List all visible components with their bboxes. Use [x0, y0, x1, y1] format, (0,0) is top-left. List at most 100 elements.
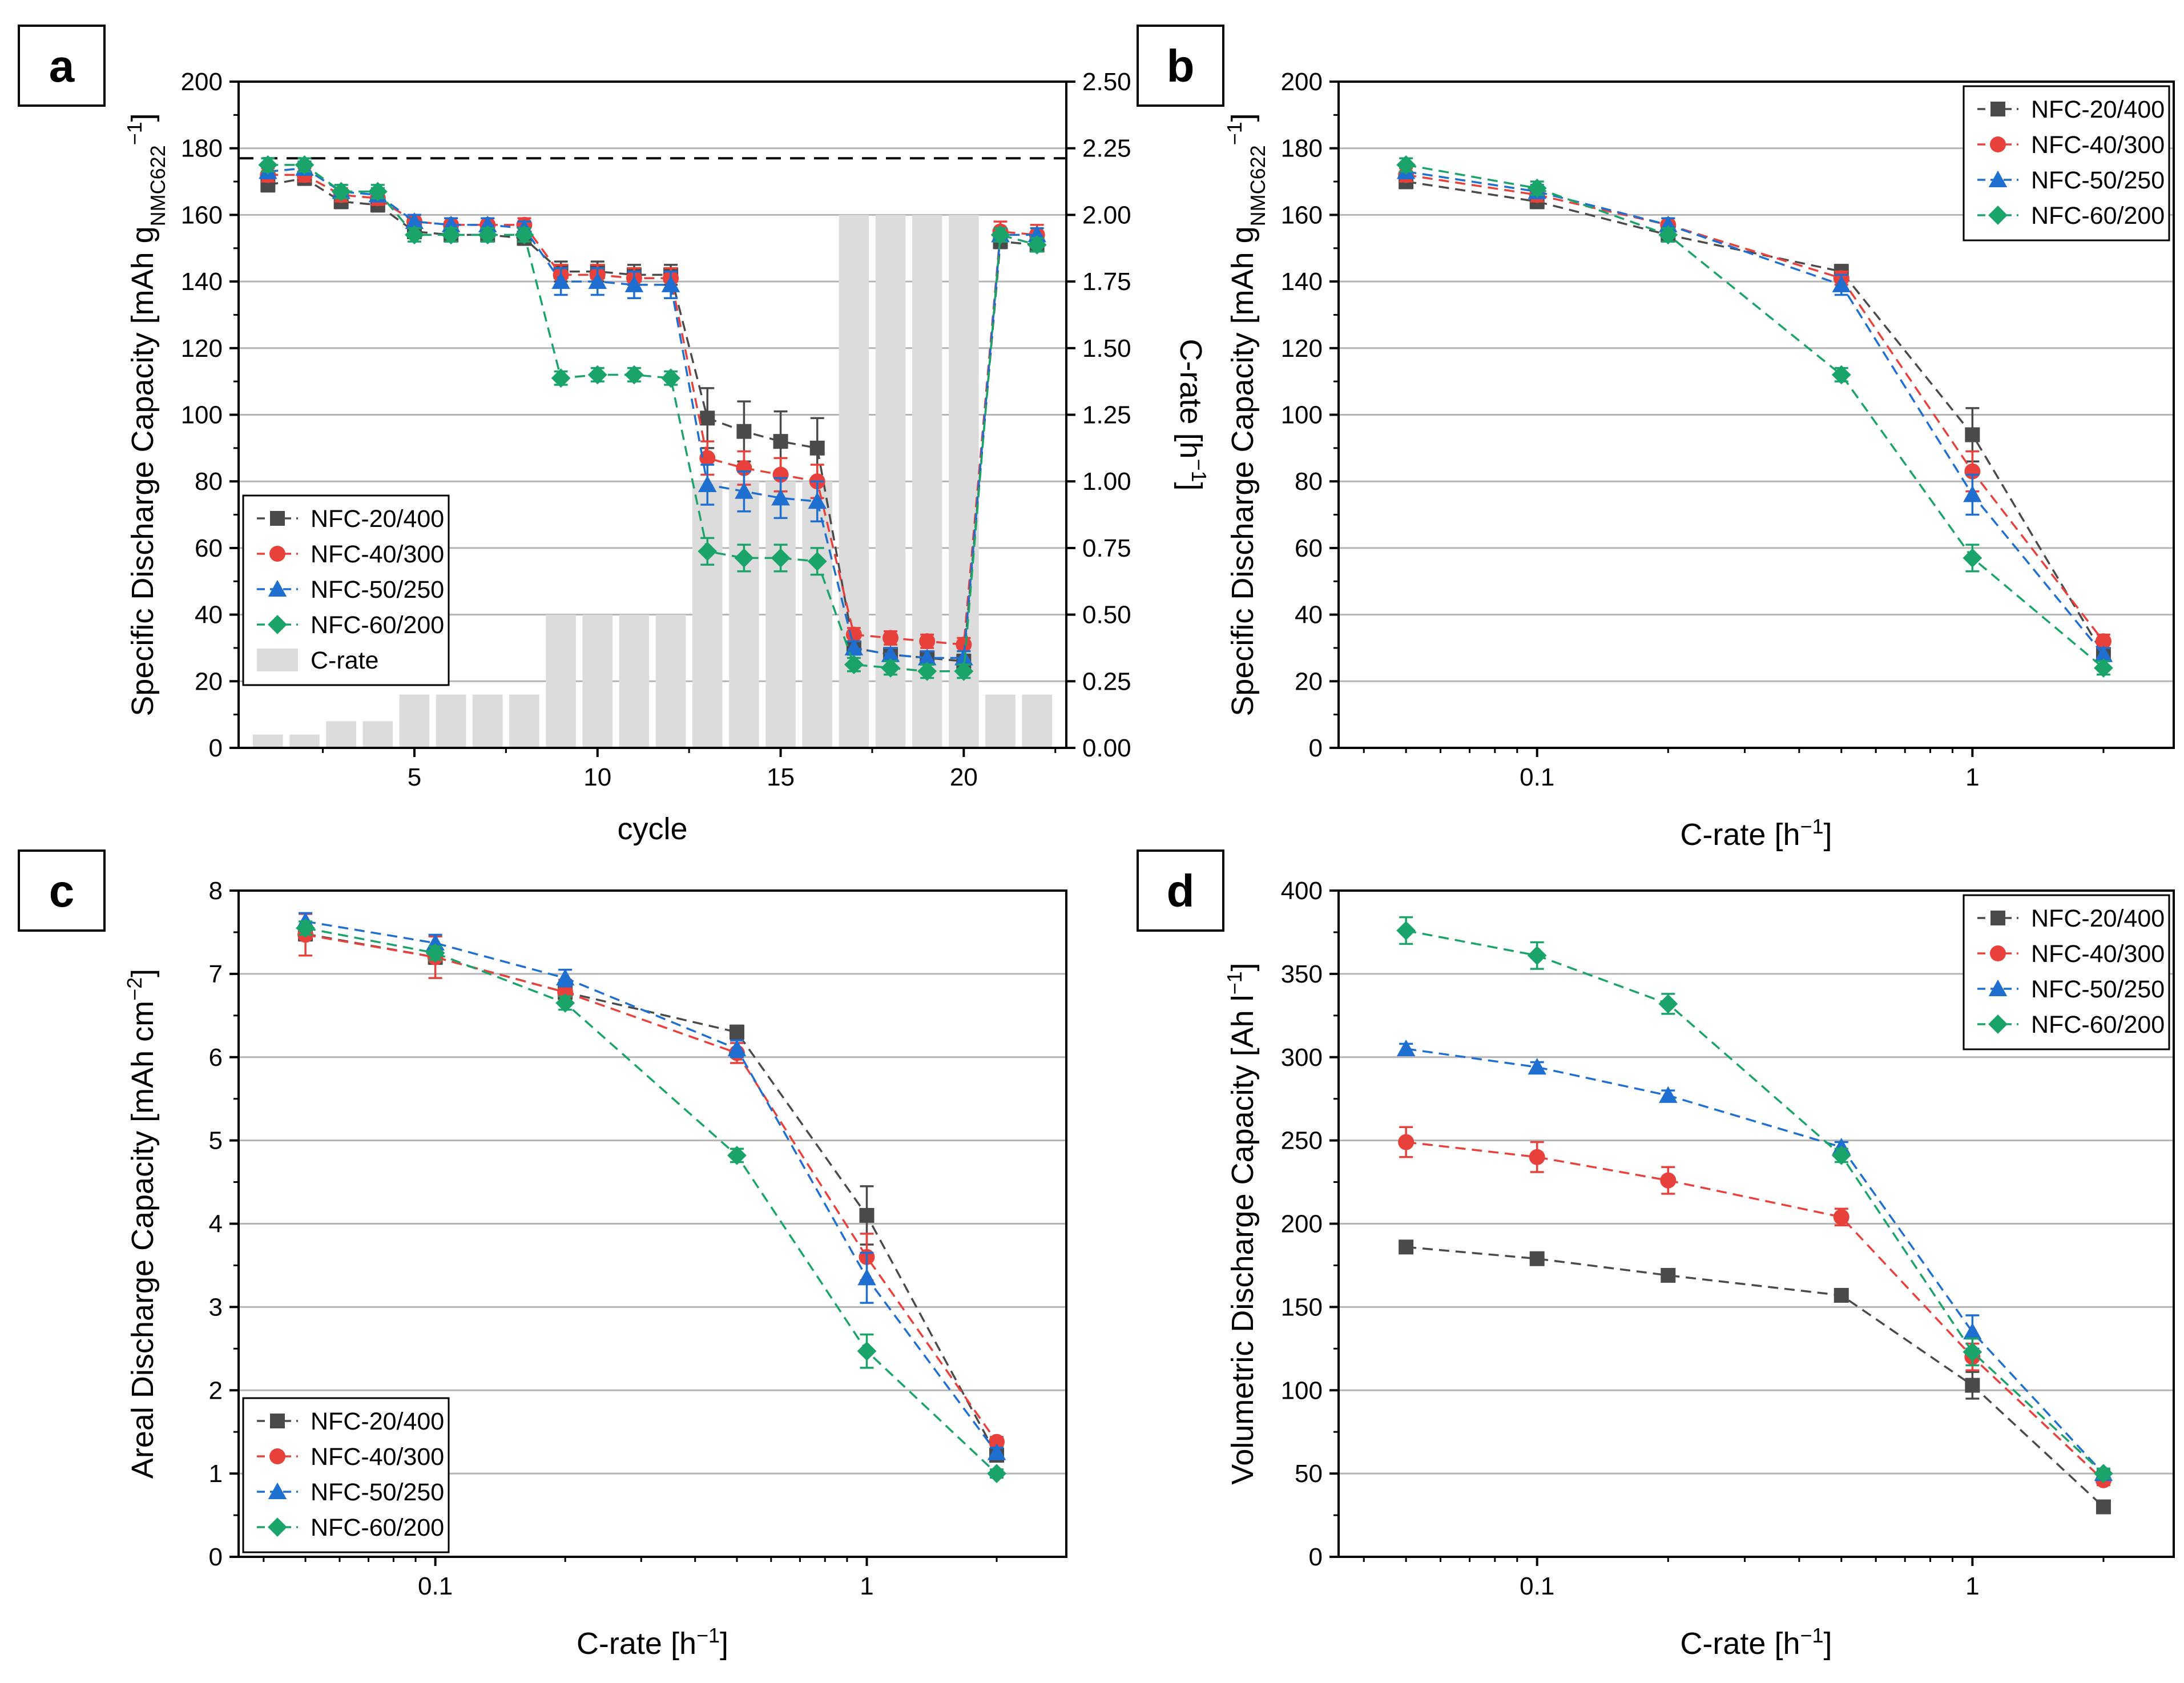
- legend-label: NFC-40/300: [311, 1443, 444, 1471]
- data-point: [1831, 1145, 1851, 1165]
- data-point: [368, 182, 388, 202]
- data-point: [987, 1443, 1006, 1460]
- data-point: [624, 275, 644, 292]
- y-tick-label: 50: [1295, 1460, 1323, 1488]
- y-tick-label: 160: [1281, 201, 1323, 229]
- series-line: [268, 164, 1038, 673]
- data-point: [1527, 945, 1547, 965]
- x-tick-label: 0.1: [1520, 1572, 1554, 1600]
- data-point: [859, 1207, 875, 1223]
- series-nfc-60-200: [258, 155, 1047, 681]
- data-point: [698, 475, 717, 493]
- legend-label: NFC-50/250: [311, 576, 444, 603]
- y-tick-label: 140: [181, 268, 223, 296]
- data-point: [881, 645, 900, 662]
- data-point: [990, 225, 1010, 245]
- data-point: [734, 548, 754, 568]
- y-tick-label: 40: [1295, 601, 1323, 629]
- data-point: [624, 365, 644, 385]
- legend-entry-nfc-60-200: NFC-60/200: [1977, 1011, 2165, 1038]
- panel-label-d: d: [1137, 849, 1224, 932]
- legend-marker: [270, 1414, 285, 1428]
- legend-entry-nfc-20-400: NFC-20/400: [257, 1408, 444, 1435]
- x-tick-label: 15: [767, 763, 795, 791]
- y-tick-label: 6: [209, 1044, 223, 1072]
- data-point: [405, 212, 424, 230]
- data-point: [1832, 275, 1851, 292]
- series-line: [1405, 929, 2105, 1475]
- legend: NFC-20/400 NFC-40/300 NFC-50/250 NFC-60/200: [1963, 85, 2170, 241]
- x-axis-title: C-rate [h−1]: [577, 1624, 728, 1661]
- crate-bar: [253, 734, 283, 748]
- data-point: [1658, 994, 1678, 1014]
- legend-marker: [268, 615, 287, 634]
- panel-label-a: a: [18, 25, 106, 107]
- data-point: [956, 637, 972, 653]
- data-point: [808, 492, 827, 509]
- x-tick-label: 10: [583, 763, 611, 791]
- data-point: [2094, 658, 2113, 678]
- data-point: [773, 434, 788, 449]
- svg-text:b: b: [1167, 41, 1195, 91]
- data-point: [883, 630, 899, 646]
- data-point: [1831, 365, 1851, 385]
- data-point: [919, 633, 936, 650]
- crate-bar: [326, 721, 356, 748]
- data-point: [441, 225, 461, 245]
- x-axis-title: cycle: [617, 812, 687, 846]
- svg-text:d: d: [1167, 865, 1195, 916]
- data-point: [1399, 1239, 1414, 1255]
- data-point: [1027, 235, 1047, 255]
- legend-label: NFC-40/300: [2031, 940, 2165, 968]
- legend-entry-nfc-50-250: NFC-50/250: [257, 1479, 444, 1506]
- data-point: [698, 541, 718, 561]
- data-point: [425, 943, 445, 963]
- series-line: [268, 167, 1037, 659]
- y-tick-label: 140: [1281, 268, 1323, 296]
- series-line: [1405, 170, 2105, 655]
- y-tick-label: 150: [1281, 1293, 1323, 1321]
- panel-label-b: b: [1137, 25, 1224, 107]
- data-point: [700, 410, 715, 426]
- y-tick-label: 120: [1281, 335, 1323, 363]
- legend-entry-nfc-60-200: NFC-60/200: [1977, 202, 2165, 230]
- y-tick-label: 4: [209, 1210, 223, 1238]
- data-point: [331, 182, 351, 202]
- y-tick-label: 80: [1295, 468, 1323, 496]
- legend-label: C-rate: [311, 647, 378, 674]
- data-point: [405, 225, 424, 245]
- data-point: [588, 272, 607, 289]
- data-point: [771, 548, 791, 568]
- data-point: [258, 155, 278, 175]
- data-point: [1658, 225, 1678, 245]
- data-point: [1834, 1287, 1849, 1303]
- crate-bar: [362, 721, 393, 748]
- legend: NFC-20/400 NFC-40/300 NFC-50/250 NFC-60/200…: [242, 494, 450, 686]
- y-tick-label: 20: [1295, 667, 1323, 695]
- y2-tick-label: 2.50: [1082, 68, 1131, 96]
- x-tick-label: 1: [1965, 763, 1979, 791]
- legend-swatch: [257, 649, 298, 671]
- y2-tick-label: 1.25: [1082, 401, 1131, 429]
- panel-label-c: c: [18, 849, 106, 932]
- legend-entry-nfc-40-300: NFC-40/300: [257, 541, 444, 568]
- data-point: [1965, 427, 1980, 442]
- data-point: [727, 1145, 747, 1165]
- data-point: [729, 1024, 744, 1040]
- y-axis-title: Volumetric Discharge Capacity [Ah l−1]: [1223, 963, 1260, 1484]
- crate-bar: [619, 614, 650, 748]
- y-tick-label: 200: [181, 68, 223, 96]
- y-axis-title: Specific Discharge Capacity [mAh gNMC622…: [1223, 113, 1270, 716]
- legend-marker: [1990, 945, 2006, 961]
- data-point: [1396, 155, 1416, 175]
- series-line: [1405, 1048, 2105, 1475]
- legend-label: NFC-60/200: [311, 1514, 444, 1541]
- y-tick-label: 180: [181, 135, 223, 163]
- data-point: [1963, 548, 1982, 568]
- data-point: [1660, 1172, 1677, 1189]
- legend: NFC-20/400 NFC-40/300 NFC-50/250 NFC-60/200: [1963, 894, 2170, 1050]
- panel-b: 0 20 40 60 80 100 120 140 160 180 200 0.1 1 C-rate [h…: [1223, 68, 2175, 852]
- x-tick-label: 0.1: [418, 1572, 453, 1600]
- y-tick-label: 400: [1281, 877, 1323, 905]
- data-point: [1963, 1342, 1982, 1362]
